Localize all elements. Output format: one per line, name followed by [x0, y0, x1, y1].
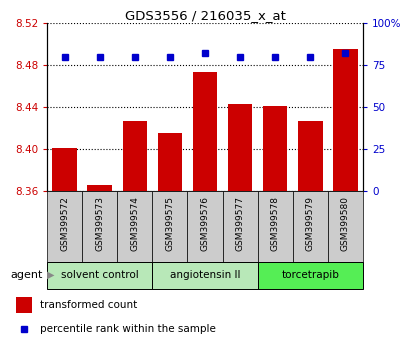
Bar: [292, 191, 327, 262]
Text: GSM399580: GSM399580: [340, 196, 349, 251]
Bar: [187, 191, 222, 262]
Bar: [122, 121, 147, 191]
Bar: [87, 185, 112, 191]
Text: solvent control: solvent control: [61, 270, 138, 280]
Text: torcetrapib: torcetrapib: [281, 270, 338, 280]
Bar: [117, 191, 152, 262]
Bar: [227, 104, 252, 191]
Text: agent: agent: [11, 270, 43, 280]
Bar: [192, 73, 217, 191]
Text: GSM399575: GSM399575: [165, 196, 174, 251]
Bar: [262, 106, 287, 191]
Bar: [52, 148, 77, 191]
Bar: [47, 262, 152, 289]
Bar: [257, 262, 362, 289]
Bar: [152, 191, 187, 262]
Text: GSM399578: GSM399578: [270, 196, 279, 251]
Title: GDS3556 / 216035_x_at: GDS3556 / 216035_x_at: [124, 9, 285, 22]
Bar: [82, 191, 117, 262]
Text: GSM399576: GSM399576: [200, 196, 209, 251]
Text: GSM399573: GSM399573: [95, 196, 104, 251]
Text: GSM399572: GSM399572: [60, 196, 69, 251]
Bar: [222, 191, 257, 262]
Text: GSM399579: GSM399579: [305, 196, 314, 251]
Bar: [157, 133, 182, 191]
Text: percentile rank within the sample: percentile rank within the sample: [40, 324, 215, 334]
Bar: [332, 49, 357, 191]
Text: angiotensin II: angiotensin II: [169, 270, 240, 280]
Text: GSM399577: GSM399577: [235, 196, 244, 251]
Bar: [257, 191, 292, 262]
Text: ▶: ▶: [47, 270, 54, 280]
Text: transformed count: transformed count: [40, 300, 137, 310]
Bar: [47, 191, 82, 262]
Bar: [16, 297, 32, 313]
Bar: [297, 121, 322, 191]
Text: GSM399574: GSM399574: [130, 196, 139, 251]
Bar: [152, 262, 257, 289]
Bar: [327, 191, 362, 262]
